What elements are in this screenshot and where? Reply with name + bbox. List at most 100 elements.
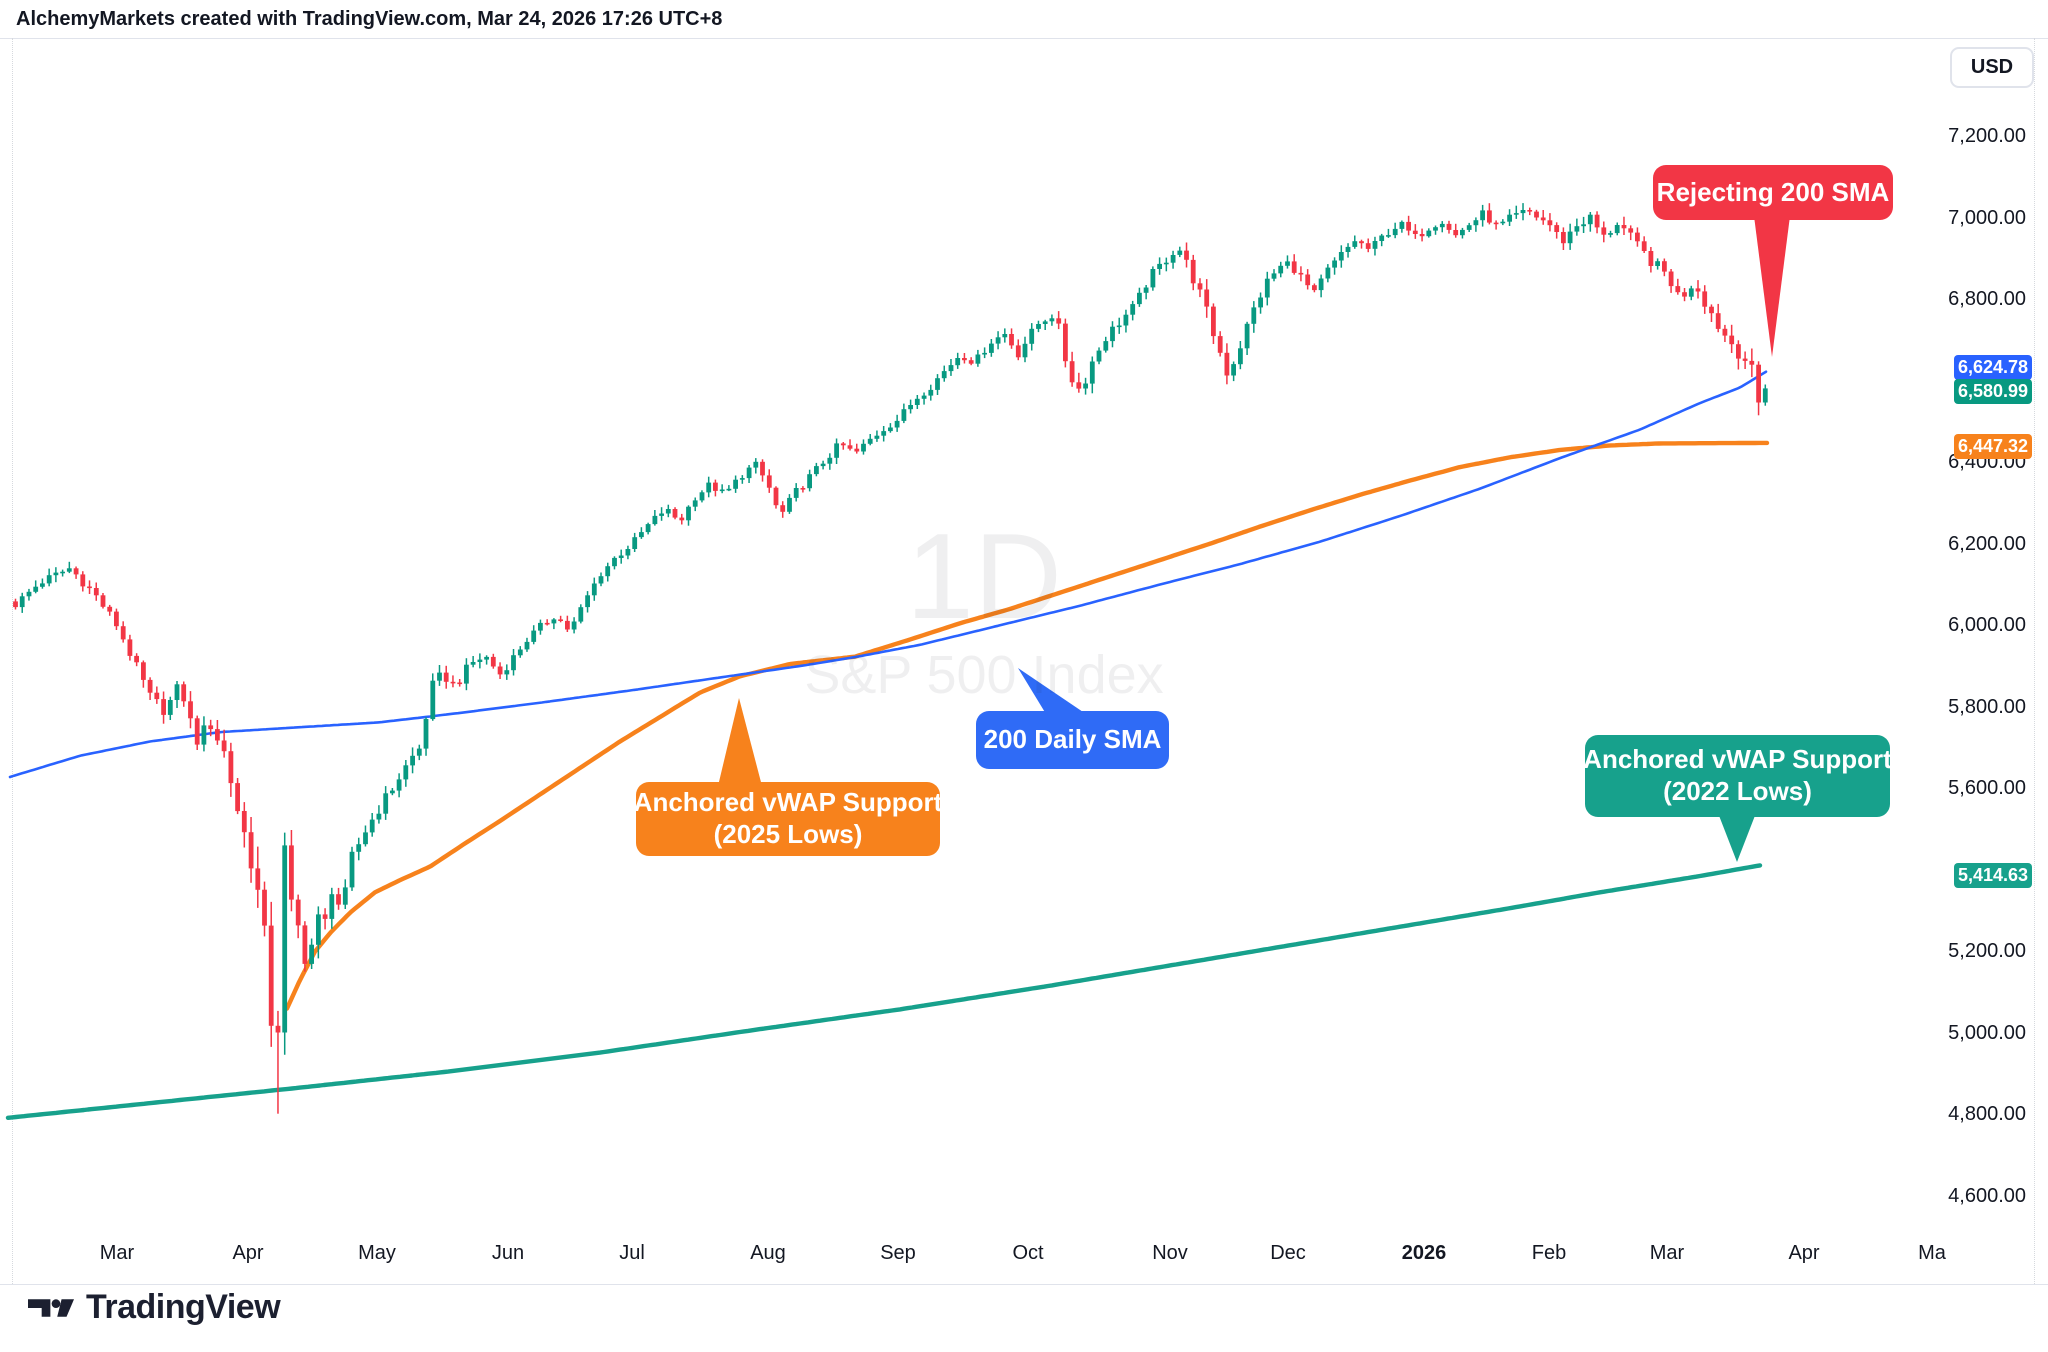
candle-body xyxy=(87,586,92,589)
candle-body xyxy=(840,443,846,446)
annotation-bubble-rejecting-200-sma[interactable]: Rejecting 200 SMA xyxy=(1653,165,1893,220)
price-tag-last-price: 6,580.99 xyxy=(1954,378,2032,404)
candle-body xyxy=(1574,226,1580,232)
candle-body xyxy=(342,887,348,905)
candle-body xyxy=(605,566,611,577)
candle-body xyxy=(40,583,45,587)
time-axis-divider xyxy=(0,1284,2048,1285)
candle-body xyxy=(114,611,119,627)
annotation-bubble-anchored-vwap-2025[interactable]: Anchored vWAP Support (2025 Lows) xyxy=(634,782,942,856)
candle-body xyxy=(1487,210,1492,223)
indicator-lines xyxy=(5,370,1770,1120)
candle-body xyxy=(1628,228,1634,233)
candle-body xyxy=(1534,211,1539,218)
candle-body xyxy=(349,851,355,888)
candle-body xyxy=(268,925,274,1026)
candle-body xyxy=(1278,265,1284,274)
candle-body xyxy=(517,649,523,656)
candle-body xyxy=(127,639,133,656)
candle-body xyxy=(369,819,375,833)
candle-body xyxy=(780,505,786,512)
candle-body xyxy=(1190,259,1196,284)
candle-body xyxy=(1103,341,1109,351)
candle-body xyxy=(1318,278,1324,291)
candle-body xyxy=(1170,255,1176,263)
candle-body xyxy=(120,626,126,640)
candle-body xyxy=(719,489,725,492)
candle-body xyxy=(1110,326,1115,342)
annotation-bubble-anchored-vwap-2022[interactable]: Anchored vWAP Support (2022 Lows) xyxy=(1583,735,1892,817)
time-tick-may: May xyxy=(358,1242,396,1264)
anchored-vwap-2022-text-line: (2022 Lows) xyxy=(1663,776,1812,806)
candle-body xyxy=(1540,217,1546,221)
candle-body xyxy=(565,620,570,630)
candle-body xyxy=(908,405,913,410)
candle-body xyxy=(793,488,799,498)
price-tick-6000: 6,000.00 xyxy=(1948,614,2026,636)
candle-body xyxy=(679,517,685,521)
candle-body xyxy=(1736,344,1741,359)
candle-body xyxy=(713,482,718,491)
candle-body xyxy=(33,586,39,592)
candle-body xyxy=(827,457,833,464)
line-sma200[interactable] xyxy=(8,370,1768,779)
candle-body xyxy=(1412,230,1418,234)
candle-body xyxy=(66,568,72,572)
candle-body xyxy=(1002,334,1008,338)
candle-body xyxy=(497,666,503,675)
candle-body xyxy=(847,445,853,449)
candle-body xyxy=(356,844,362,852)
candle-body xyxy=(73,568,79,575)
candle-body xyxy=(46,575,52,584)
tradingview-logo[interactable]: TradingView xyxy=(28,1288,281,1327)
candle-body xyxy=(807,474,812,489)
time-tick-ma: Ma xyxy=(1918,1242,1946,1264)
candle-body xyxy=(955,358,961,366)
currency-toggle-button[interactable]: USD xyxy=(1950,47,2034,88)
candle-body xyxy=(363,832,368,845)
candle-body xyxy=(760,461,765,476)
candle-body xyxy=(1406,221,1411,231)
candle-body xyxy=(1069,361,1075,383)
candle-body xyxy=(1285,261,1290,266)
annotation-bubble-200-daily-sma[interactable]: 200 Daily SMA xyxy=(976,711,1169,769)
candle-body xyxy=(1305,274,1311,286)
candle-body xyxy=(1325,267,1331,279)
candle-body xyxy=(1365,243,1371,249)
candle-body xyxy=(1567,231,1573,244)
candle-body xyxy=(652,515,658,525)
candle-body xyxy=(1009,334,1014,346)
rejecting-200-sma-pointer xyxy=(1754,216,1790,357)
candle-body xyxy=(19,596,25,608)
candle-body xyxy=(1036,324,1041,329)
candle-body xyxy=(995,337,1001,344)
candle-body xyxy=(100,595,106,607)
candle-body xyxy=(639,532,644,538)
candle-body xyxy=(921,395,927,399)
candle-body xyxy=(854,448,860,452)
candle-body xyxy=(93,588,99,596)
candle-body xyxy=(1688,288,1694,297)
candle-body xyxy=(1312,285,1317,291)
candle-body xyxy=(504,670,510,675)
candle-body xyxy=(531,630,537,642)
candle-body xyxy=(867,438,873,444)
candle-body xyxy=(1581,224,1586,227)
candle-body xyxy=(632,537,638,549)
line-vwap_2025[interactable] xyxy=(284,440,1770,1011)
candle-body xyxy=(416,748,422,756)
candle-body xyxy=(403,765,409,780)
candle-body xyxy=(1157,263,1162,269)
candle-body xyxy=(181,684,187,702)
candle-body xyxy=(1056,318,1062,324)
line-vwap_2022[interactable] xyxy=(5,863,1763,1120)
time-tick-oct: Oct xyxy=(1012,1242,1044,1264)
candle-body xyxy=(1722,328,1728,336)
candle-body xyxy=(1224,352,1230,376)
candle-body xyxy=(645,524,651,533)
time-tick-mar: Mar xyxy=(1649,1242,1685,1264)
price-tick-4800: 4,800.00 xyxy=(1948,1103,2026,1125)
candle-body xyxy=(894,420,900,428)
